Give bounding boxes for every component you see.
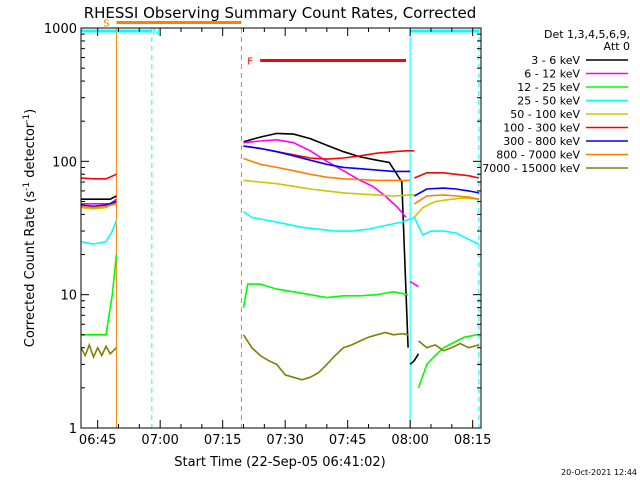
- series-line-800-7000-kev: [413, 194, 480, 205]
- legend-entry-label: 12 - 25 keV: [517, 81, 580, 94]
- time-markers: [81, 28, 480, 428]
- timestamp: 20-Oct-2021 12:44: [561, 468, 637, 477]
- series-line-7000-15000-kev: [242, 331, 409, 381]
- x-tick-label: 07:45: [329, 433, 366, 448]
- legend-entry-label: 3 - 6 keV: [531, 54, 580, 67]
- series-line-12-25-kev: [417, 334, 477, 389]
- series-line-12-25-kev: [81, 254, 118, 336]
- legend-entry-label: 25 - 50 keV: [517, 95, 580, 108]
- legend-entry-label: 50 - 100 keV: [510, 108, 580, 121]
- x-tick-label: 07:30: [266, 433, 303, 448]
- series-lines: [81, 132, 480, 389]
- series-line-6-12-kev: [409, 281, 419, 288]
- x-tick-label: 07:00: [141, 433, 178, 448]
- series-line-800-7000-kev: [243, 157, 411, 182]
- series-line-3-6-kev: [409, 353, 420, 365]
- y-tick-label: 10: [60, 289, 77, 304]
- legend-entry-label: 300 - 800 keV: [503, 135, 580, 148]
- legend-entry-label: 100 - 300 keV: [503, 122, 580, 135]
- legend-entry-label: 800 - 7000 keV: [496, 149, 580, 162]
- plot-frame: [80, 27, 482, 429]
- y-tick-label: 1: [69, 422, 77, 437]
- flag-label-s: S: [103, 18, 109, 29]
- legend-entry-label: 7000 - 15000 keV: [482, 162, 580, 175]
- series-line-50-100-kev: [413, 197, 479, 218]
- y-axis-label: Corrected Count Rate (s-1 detector-1): [22, 109, 38, 347]
- series-line-300-800-kev: [413, 187, 480, 197]
- series-line-3-6-kev: [81, 195, 117, 200]
- axis-ticks: 06:45 07:00 07:15 07:30 07:45 08:00 08:15 1 10 10…: [44, 22, 491, 448]
- series-line-7000-15000-kev: [417, 340, 480, 352]
- series-line-12-25-kev: [242, 283, 409, 308]
- series-line-25-50-kev: [81, 220, 118, 245]
- detector-info: Det 1,3,4,5,6,9,: [544, 28, 630, 41]
- series-line-7000-15000-kev: [81, 342, 117, 360]
- series-line-100-300-kev: [413, 172, 480, 179]
- y-tick-label: 100: [52, 155, 77, 170]
- series-line-300-800-kev: [81, 200, 117, 208]
- detector-info: Att 0: [604, 40, 630, 53]
- series-line-3-6-kev: [243, 132, 409, 348]
- x-axis-label: Start Time (22-Sep-05 06:41:02): [174, 455, 385, 470]
- series-line-300-800-kev: [243, 145, 411, 173]
- legend-entry-label: 6 - 12 keV: [524, 68, 580, 81]
- series-line-50-100-kev: [243, 179, 415, 197]
- series-line-100-300-kev: [243, 145, 415, 160]
- x-tick-label: 07:15: [204, 433, 241, 448]
- series-line-6-12-kev: [81, 198, 117, 205]
- x-tick-label: 06:45: [79, 433, 116, 448]
- x-tick-label: 08:15: [454, 433, 491, 448]
- flag-label-f: F: [247, 57, 253, 68]
- x-tick-label: 08:00: [391, 433, 428, 448]
- chart-title: RHESSI Observing Summary Count Rates, Co…: [84, 4, 477, 22]
- flag-bars: S N F: [81, 18, 479, 68]
- series-line-25-50-kev: [413, 217, 480, 245]
- series-line-800-7000-kev: [81, 203, 117, 209]
- y-tick-label: 1000: [44, 22, 77, 37]
- flag-label-n: N: [152, 27, 159, 38]
- series-line-100-300-kev: [81, 173, 117, 180]
- series-line-25-50-kev: [243, 210, 415, 232]
- series-line-6-12-kev: [243, 138, 407, 218]
